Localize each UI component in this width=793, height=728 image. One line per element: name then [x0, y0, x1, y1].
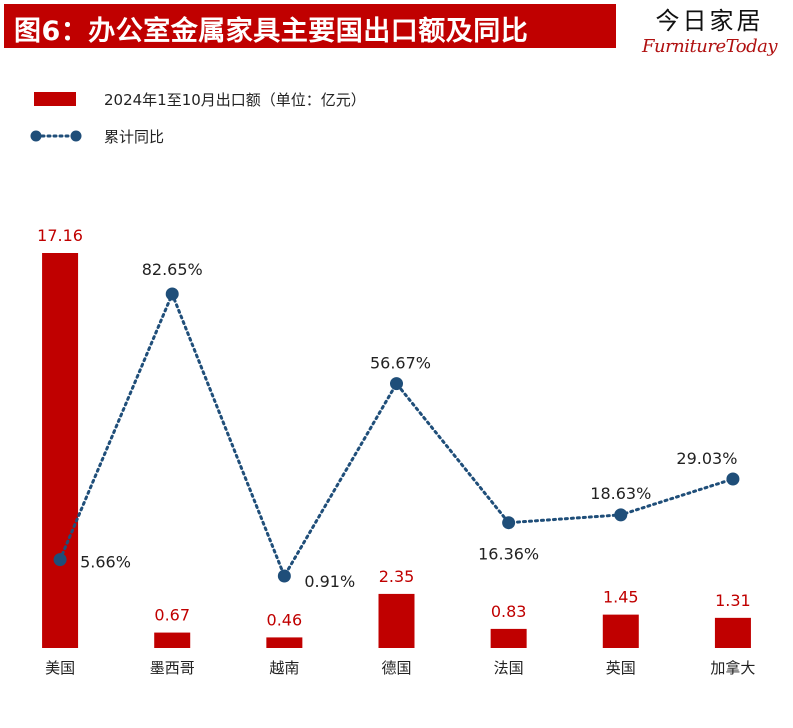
legend-line-swatch	[30, 130, 82, 142]
yoy-value-label: 18.63%	[590, 484, 651, 503]
category-label: 加拿大	[710, 659, 755, 677]
yoy-point	[726, 472, 740, 486]
bar-value-label: 1.45	[603, 588, 639, 607]
category-label: 墨西哥	[150, 659, 195, 677]
yoy-value-label: 29.03%	[676, 449, 737, 468]
category-label: 美国	[45, 659, 75, 677]
yoy-point	[614, 508, 628, 522]
bar-0	[42, 253, 79, 648]
bar-value-label: 0.67	[154, 606, 190, 625]
legend-line-label: 累计同比	[104, 128, 165, 146]
bar-4	[490, 628, 527, 648]
bar-2	[266, 637, 303, 648]
yoy-value-label: 16.36%	[478, 545, 539, 564]
category-label: 德国	[381, 659, 411, 677]
yoy-point	[165, 287, 179, 301]
bar-5	[602, 614, 639, 648]
category-label: 英国	[606, 659, 636, 677]
category-label: 法国	[494, 659, 524, 677]
yoy-point	[53, 553, 67, 567]
brand-name-cn: 今日家居	[655, 7, 764, 35]
bar-3	[378, 593, 415, 648]
bar-1	[154, 632, 191, 648]
bar-value-label: 1.31	[715, 591, 751, 610]
yoy-point	[277, 569, 291, 583]
bar-6	[714, 617, 751, 648]
title-banner: 图6：办公室金属家具主要国出口额及同比	[4, 4, 616, 48]
bar-value-label: 0.83	[491, 602, 527, 621]
yoy-value-label: 0.91%	[304, 572, 355, 591]
yoy-point	[502, 516, 516, 530]
bar-value-label: 17.16	[37, 226, 83, 245]
yoy-point	[390, 377, 403, 391]
legend-bar-label: 2024年1至10月出口额（单位：亿元）	[104, 91, 366, 109]
yoy-value-label: 82.65%	[142, 260, 203, 279]
chart-title: 图6：办公室金属家具主要国出口额及同比	[14, 16, 529, 47]
category-label: 越南	[269, 659, 299, 677]
bar-value-label: 0.46	[267, 610, 303, 629]
yoy-value-label: 56.67%	[370, 354, 431, 373]
brand-logo: 今日家居 FurnitureToday	[642, 6, 778, 58]
yoy-line	[58, 290, 735, 580]
yoy-value-label: 5.66%	[80, 553, 131, 572]
legend-bar-swatch	[34, 92, 76, 106]
bar-value-label: 2.35	[379, 567, 415, 586]
brand-name-en: FurnitureToday	[642, 36, 778, 57]
